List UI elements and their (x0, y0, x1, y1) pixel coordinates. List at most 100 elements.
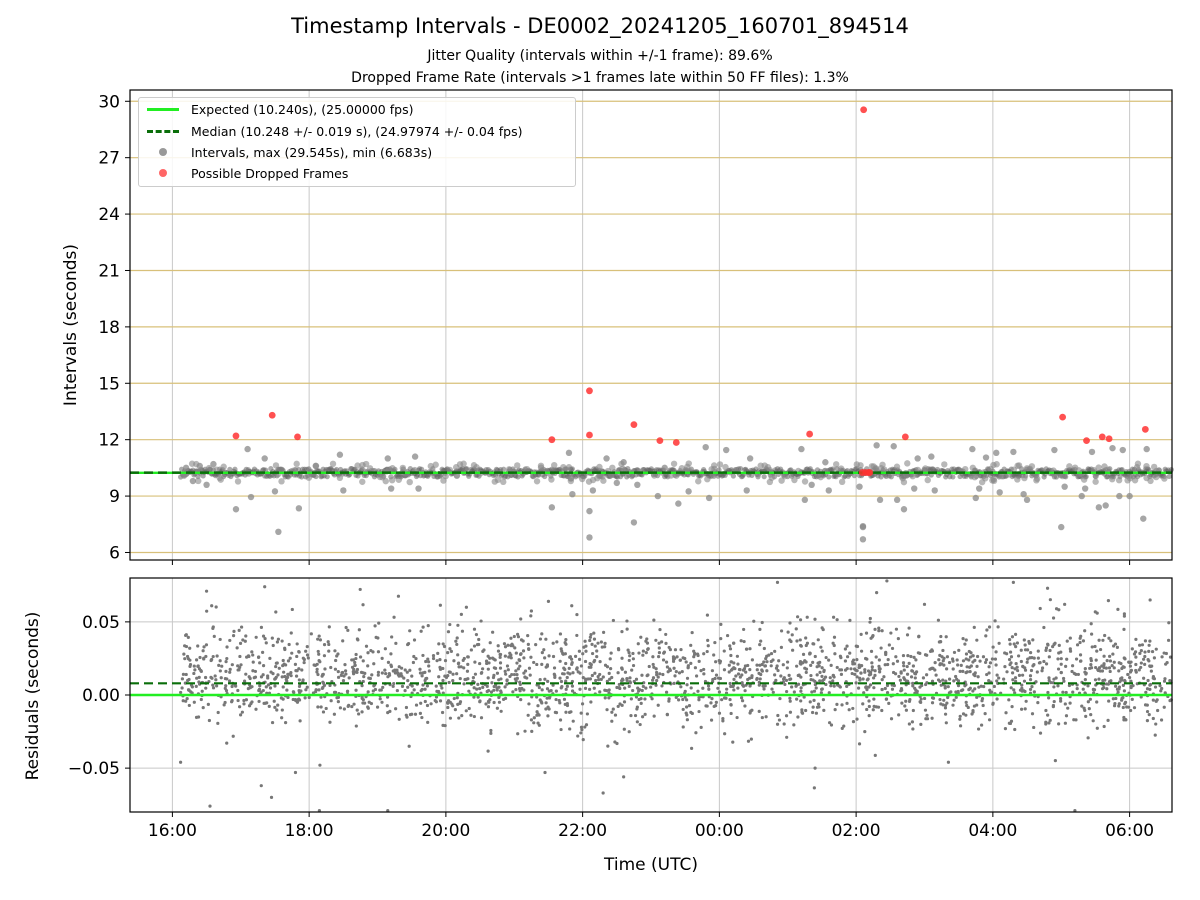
residuals-plot-frame (129, 577, 1173, 813)
residual-point (562, 697, 567, 701)
residual-point (196, 664, 200, 668)
residual-point (327, 625, 331, 629)
residual-point (605, 708, 609, 712)
residual-point (845, 655, 850, 659)
residual-point (871, 708, 875, 712)
residual-point (1143, 639, 1148, 643)
residual-point (350, 658, 354, 662)
residual-point (217, 663, 221, 667)
residual-point (532, 660, 536, 665)
residual-point (799, 689, 803, 693)
residual-point (987, 679, 991, 683)
residual-point (961, 637, 965, 641)
residual-point (790, 685, 794, 689)
residual-point (223, 676, 227, 681)
residual-point (607, 688, 611, 692)
residual-point (564, 661, 568, 666)
residual-point (627, 658, 631, 663)
residual-point (448, 670, 452, 674)
residual-point (586, 677, 590, 681)
residual-point (750, 658, 754, 662)
residual-point (596, 675, 600, 679)
residual-point (789, 677, 793, 681)
residual-point (536, 721, 540, 725)
residual-point (717, 690, 722, 694)
residual-point (1111, 652, 1115, 656)
residual-point (305, 645, 309, 649)
residual-point (628, 676, 632, 680)
residual-point (450, 702, 454, 706)
residual-point (1094, 658, 1098, 662)
residual-point (911, 681, 915, 685)
interval-point (931, 487, 938, 494)
residual-point (397, 665, 401, 669)
residual-point (294, 674, 299, 678)
residual-point (300, 668, 304, 672)
residual-point (854, 668, 858, 672)
interval-point (768, 474, 775, 481)
residual-point (952, 679, 956, 683)
residual-point (913, 671, 917, 676)
interval-point (1126, 475, 1134, 482)
residual-point (466, 662, 470, 666)
residual-point (519, 698, 523, 702)
residual-point (828, 676, 832, 680)
residual-point (1160, 655, 1164, 659)
residual-point (744, 647, 749, 651)
residual-point (514, 687, 518, 692)
residual-point (955, 677, 959, 681)
residual-point (1068, 647, 1072, 651)
residual-point (671, 659, 676, 663)
residual-point (603, 641, 607, 646)
residual-point (238, 713, 243, 717)
residual-point (472, 627, 477, 631)
residual-point (958, 669, 962, 674)
residual-point (743, 689, 747, 693)
residual-point (570, 684, 575, 688)
residual-point (1036, 701, 1040, 705)
interval-point (1023, 496, 1031, 504)
residual-point (949, 690, 953, 694)
dropped-frame-point (901, 433, 909, 441)
residual-point (1129, 660, 1133, 664)
residual-point (543, 770, 547, 775)
residual-point (1034, 680, 1038, 684)
jitter-quality-subtitle: Jitter Quality (intervals within +/-1 fr… (427, 48, 773, 64)
residual-point (580, 702, 585, 706)
residual-point (579, 664, 584, 668)
residual-point (181, 699, 185, 703)
residual-point (435, 659, 439, 663)
residual-point (492, 657, 496, 661)
residual-point (785, 689, 789, 694)
legend-key-expected-line (145, 100, 181, 118)
residual-point (885, 683, 890, 688)
residual-point (955, 658, 959, 662)
interval-point (670, 460, 678, 467)
residual-point (202, 645, 206, 649)
interval-point (1014, 462, 1021, 470)
residual-point (492, 700, 496, 705)
residual-point (891, 662, 895, 666)
residual-point (1106, 599, 1111, 603)
dropped-frame-point (1105, 435, 1113, 443)
interval-point (1116, 492, 1123, 500)
residual-point (376, 673, 380, 677)
interval-point (213, 466, 220, 473)
residual-point (1125, 705, 1129, 709)
residual-point (202, 657, 206, 661)
residual-point (767, 653, 771, 657)
residual-point (1145, 709, 1150, 714)
residual-point (972, 704, 977, 708)
residual-point (1131, 684, 1135, 688)
residual-point (643, 712, 647, 716)
interval-point (1078, 492, 1085, 500)
residual-point (257, 655, 261, 659)
residual-point (650, 697, 654, 701)
residual-point (740, 696, 744, 700)
residual-point (842, 724, 846, 728)
residual-point (1163, 677, 1167, 681)
residual-point (189, 690, 193, 694)
residual-point (873, 673, 877, 677)
residual-point (1112, 644, 1116, 648)
residual-point (734, 674, 738, 678)
